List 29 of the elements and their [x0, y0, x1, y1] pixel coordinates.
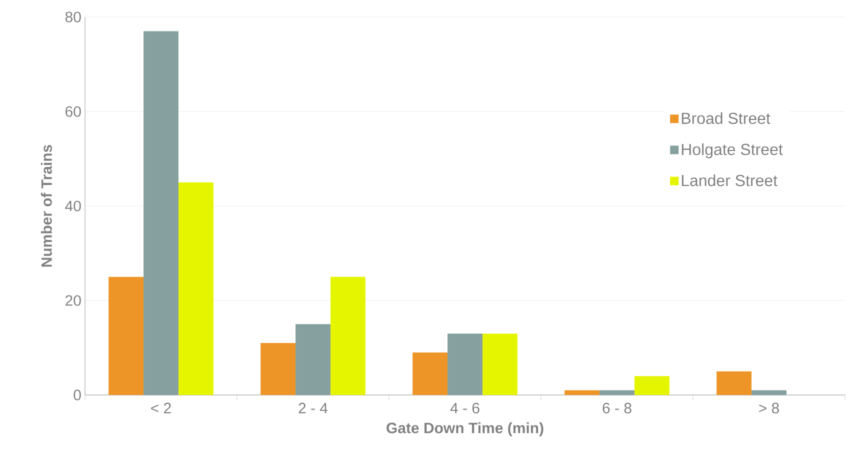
bar — [716, 371, 752, 395]
bar — [634, 376, 670, 395]
legend-label: Broad Street — [682, 112, 770, 124]
x-axis-title: Gate Down Time (min) — [386, 422, 544, 436]
y-axis-title: Number of Trains — [40, 144, 52, 267]
bar — [600, 390, 634, 395]
bar — [752, 390, 786, 395]
legend-label: Holgate Street — [682, 143, 783, 158]
x-tick-label: 6 - 8 — [602, 402, 632, 414]
legend-label: Lander Street — [682, 174, 778, 186]
x-tick-label: > 8 — [759, 402, 779, 414]
bar — [178, 182, 214, 395]
bar — [260, 343, 296, 395]
bar — [144, 31, 178, 395]
bar — [412, 352, 448, 395]
y-tick-label: 20 — [66, 295, 81, 306]
x-tick-label: < 2 — [151, 402, 171, 414]
bar — [448, 334, 482, 395]
x-tick-label: 2 - 4 — [298, 402, 328, 414]
y-tick-label: 60 — [66, 106, 81, 117]
bar — [482, 334, 518, 395]
y-tick-label: 0 — [74, 390, 81, 400]
bar — [296, 324, 330, 395]
bar — [564, 390, 600, 395]
bar — [330, 276, 366, 395]
y-tick-label: 40 — [65, 200, 81, 212]
x-tick-label: 4 - 6 — [450, 402, 480, 414]
y-tick-label: 80 — [65, 12, 81, 22]
bar — [108, 276, 144, 395]
